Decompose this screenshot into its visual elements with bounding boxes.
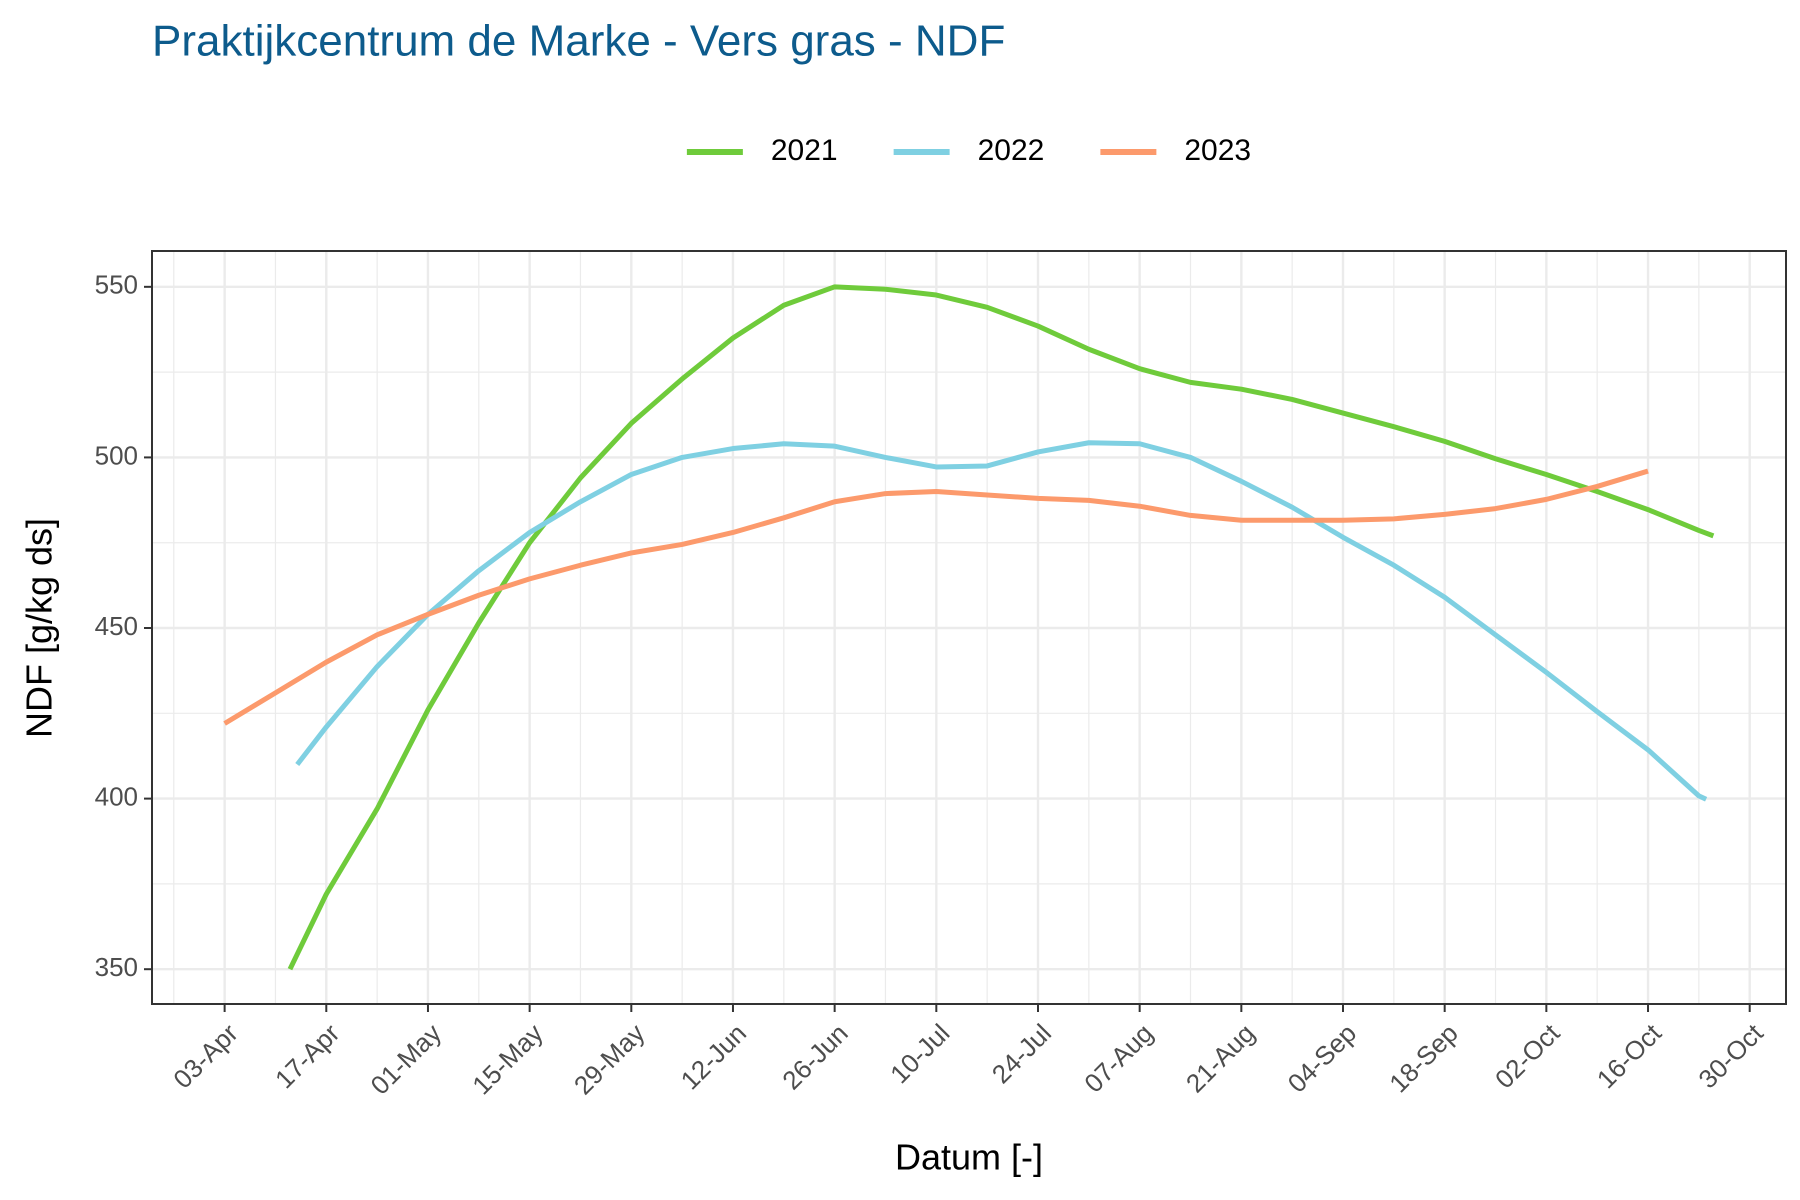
legend: 2021 2022 2023 <box>686 134 1251 167</box>
x-tick-label: 17-Apr <box>269 1018 346 1095</box>
x-tick-label: 16-Oct <box>1591 1017 1668 1094</box>
plot-border <box>151 250 1787 1005</box>
legend-label: 2022 <box>978 134 1045 167</box>
x-tick-label: 26-Jun <box>776 1018 853 1095</box>
x-axis-title: Datum [-] <box>895 1137 1043 1178</box>
y-tick-label: 550 <box>95 270 138 300</box>
x-tick-label: 03-Apr <box>167 1018 244 1095</box>
x-tick-label: 02-Oct <box>1489 1017 1566 1094</box>
y-tick-label: 400 <box>95 781 138 811</box>
y-tick-label: 350 <box>95 952 138 982</box>
chart-title: Praktijkcentrum de Marke - Vers gras - N… <box>152 17 1005 66</box>
x-tick-label: 01-May <box>365 1018 448 1101</box>
x-tick-label: 30-Oct <box>1692 1017 1769 1094</box>
data-line <box>287 284 1715 971</box>
data-line <box>295 440 1708 802</box>
x-tick-label: 18-Sep <box>1383 1018 1463 1098</box>
y-axis-title: NDF [g/kg ds] <box>19 518 60 738</box>
legend-label: 2023 <box>1184 134 1251 167</box>
legend-label: 2021 <box>771 134 838 167</box>
x-tick-label: 04-Sep <box>1282 1018 1362 1098</box>
x-tick-label: 10-Jul <box>884 1018 955 1089</box>
x-tick-label: 15-May <box>466 1018 549 1101</box>
legend-item: 2021 <box>686 134 838 167</box>
x-tick-label: 29-May <box>568 1018 651 1101</box>
x-tick-label: 24-Jul <box>986 1018 1057 1089</box>
data-line <box>223 468 1649 726</box>
legend-item: 2022 <box>893 134 1045 167</box>
x-tick-label: 12-Jun <box>675 1018 752 1095</box>
y-tick-label: 500 <box>95 440 138 470</box>
x-tick-label: 21-Aug <box>1180 1018 1260 1098</box>
y-tick-label: 450 <box>95 611 138 641</box>
x-tick-label: 07-Aug <box>1078 1018 1158 1098</box>
legend-item: 2023 <box>1100 134 1251 167</box>
